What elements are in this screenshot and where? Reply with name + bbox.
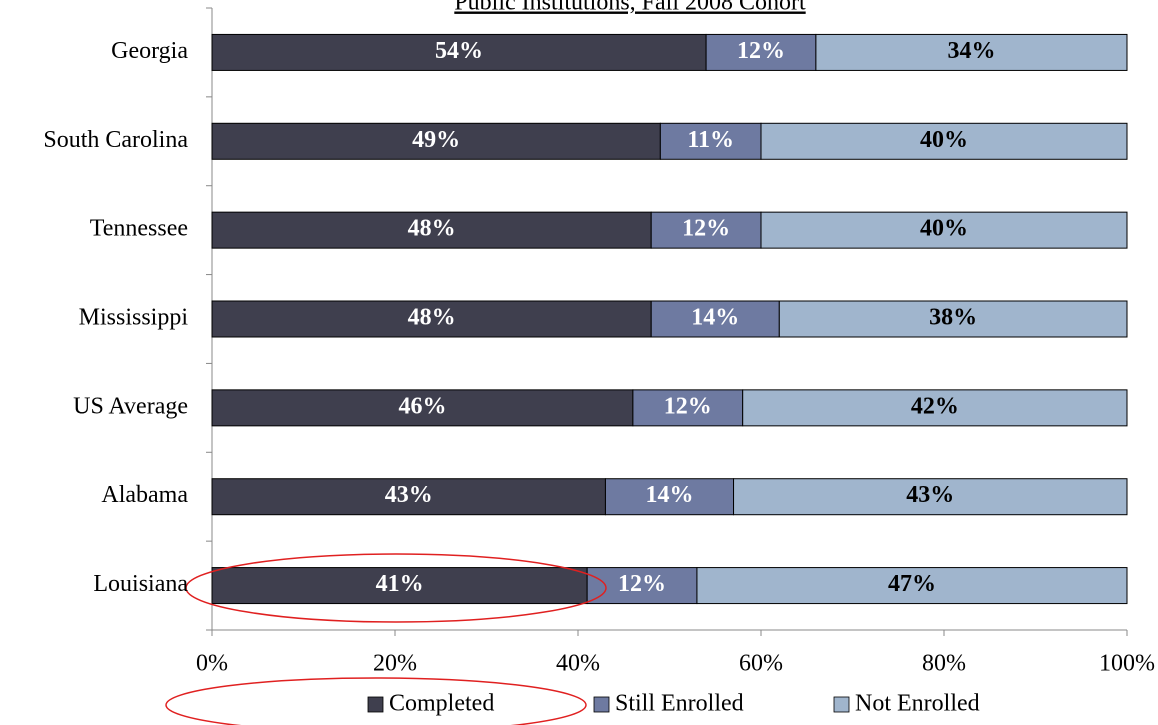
data-label: 43% xyxy=(385,482,433,508)
bar-segment xyxy=(211,122,661,160)
bar-segment xyxy=(733,478,1128,516)
bar-segment xyxy=(696,567,1128,605)
data-label: 48% xyxy=(408,305,456,331)
bar-segment xyxy=(705,33,817,71)
y-tick-label: South Carolina xyxy=(43,127,188,153)
legend-swatch xyxy=(833,696,850,713)
data-label: 40% xyxy=(920,127,968,153)
y-tick-label: Georgia xyxy=(111,38,188,64)
data-label: 40% xyxy=(920,216,968,242)
bar-segment xyxy=(742,389,1128,427)
x-tick-label: 40% xyxy=(556,651,600,677)
data-label: 47% xyxy=(888,571,936,597)
bar-segment xyxy=(211,567,588,605)
bar-segment xyxy=(760,122,1128,160)
x-tick-label: 60% xyxy=(739,651,783,677)
legend-label: Not Enrolled xyxy=(855,691,980,717)
bar-segment xyxy=(650,300,780,338)
chart-title: Public Institutions, Fall 2008 Cohort xyxy=(454,0,806,16)
bar-segment xyxy=(211,478,606,516)
data-label: 12% xyxy=(618,571,666,597)
y-tick-label: Alabama xyxy=(101,482,188,508)
bar-segment xyxy=(211,33,707,71)
bar-segment xyxy=(815,33,1128,71)
data-label: 14% xyxy=(691,305,739,331)
data-label: 12% xyxy=(682,216,730,242)
data-label: 42% xyxy=(911,393,959,419)
data-label: 14% xyxy=(646,482,694,508)
legend-swatch xyxy=(593,696,610,713)
data-label: 48% xyxy=(408,216,456,242)
data-label: 11% xyxy=(687,127,734,153)
x-tick-label: 0% xyxy=(196,651,228,677)
data-label: 43% xyxy=(906,482,954,508)
bar-segment xyxy=(211,389,634,427)
bar-segment xyxy=(211,300,652,338)
data-label: 41% xyxy=(376,571,424,597)
legend-label: Still Enrolled xyxy=(615,691,744,717)
bar-segment xyxy=(760,211,1128,249)
data-label: 12% xyxy=(664,393,712,419)
bar-segment xyxy=(778,300,1128,338)
data-label: 49% xyxy=(412,127,460,153)
y-tick-label: US Average xyxy=(73,393,188,419)
y-tick-label: Mississippi xyxy=(79,305,189,331)
bar-segment xyxy=(659,122,762,160)
highlight-ellipse xyxy=(165,677,587,725)
x-tick-label: 100% xyxy=(1099,651,1155,677)
data-label: 12% xyxy=(737,38,785,64)
bar-segment xyxy=(211,211,652,249)
bar-segment xyxy=(650,211,762,249)
highlight-ellipse xyxy=(185,553,607,623)
legend-label: Completed xyxy=(389,691,494,717)
legend-swatch xyxy=(367,696,384,713)
bar-segment xyxy=(632,389,744,427)
y-tick-label: Louisiana xyxy=(93,571,188,597)
data-label: 38% xyxy=(929,305,977,331)
data-label: 54% xyxy=(435,38,483,64)
y-tick-label: Tennessee xyxy=(90,216,188,242)
x-tick-label: 80% xyxy=(922,651,966,677)
x-tick-label: 20% xyxy=(373,651,417,677)
data-label: 46% xyxy=(398,393,446,419)
data-label: 34% xyxy=(947,38,995,64)
